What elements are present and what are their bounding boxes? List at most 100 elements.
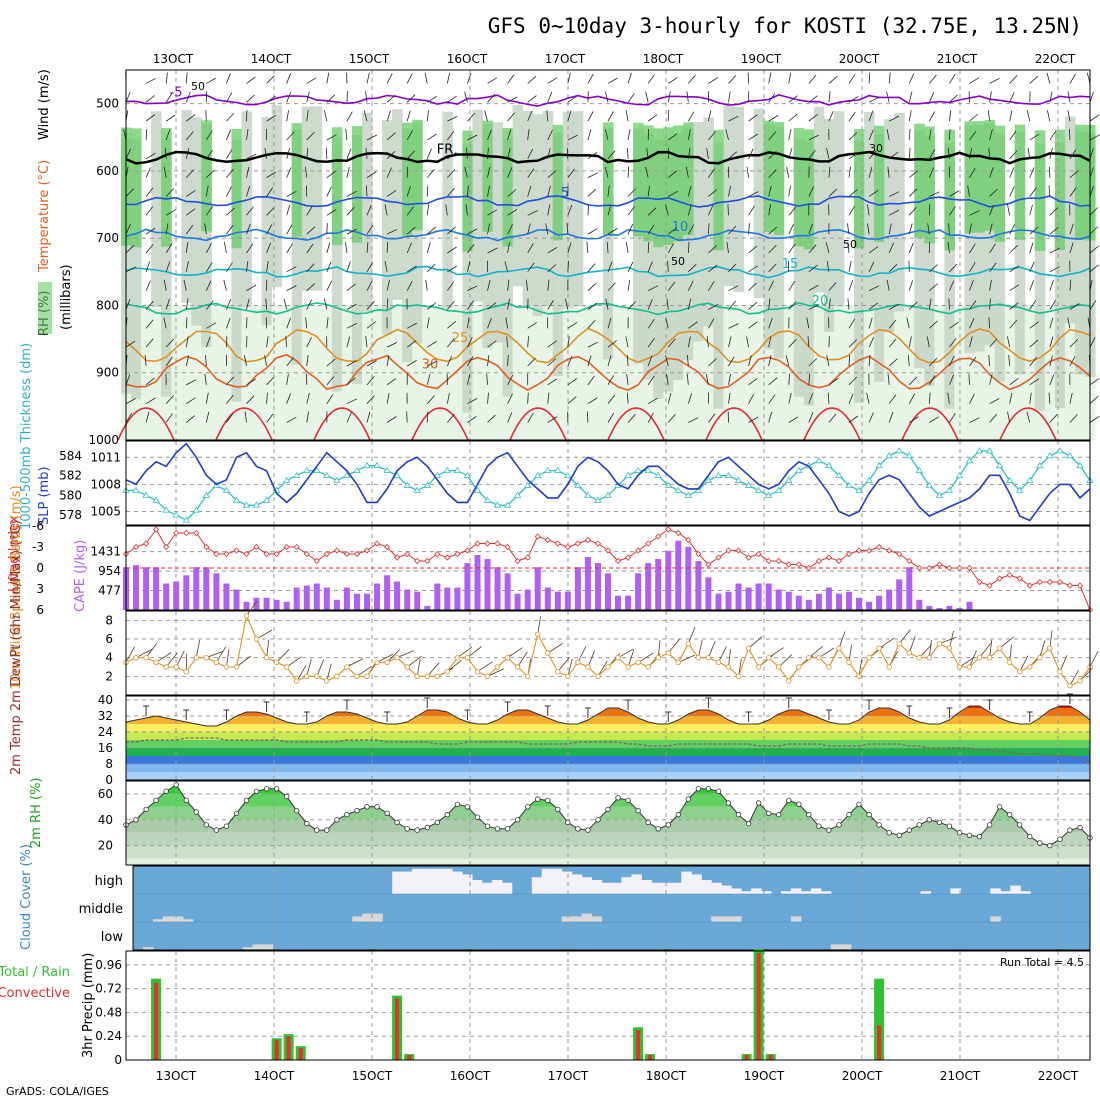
wind-speed-marker (454, 655, 461, 661)
wind-barb (447, 338, 455, 348)
wind-barb (467, 300, 475, 310)
temperature-contour-label: FR (437, 142, 454, 157)
wind-barb (567, 204, 573, 216)
wind-barb (908, 128, 911, 140)
wind-speed-marker (996, 645, 1003, 651)
wind-barb (746, 336, 749, 348)
wind-barb (507, 647, 523, 658)
wind-speed-marker (384, 659, 390, 665)
wind-barb (326, 261, 332, 272)
wind-barb (326, 376, 335, 386)
wind-speed-marker (856, 673, 862, 679)
wind-barb (426, 395, 435, 404)
wind-barb (678, 654, 695, 663)
wind-barb (908, 73, 915, 84)
wind-barb (345, 242, 348, 254)
wind-barb (828, 378, 839, 386)
wind-barb (386, 392, 390, 404)
bottom-date-label: 18OCT (646, 1069, 687, 1083)
li-marker (986, 582, 993, 589)
wind-barb (185, 415, 196, 423)
cape-bar (384, 575, 391, 610)
wind-barb (1029, 167, 1035, 178)
li-marker (524, 554, 531, 561)
temperature-contour-label: 5 (561, 186, 569, 201)
pressure-axis-label: (millibars) (59, 264, 74, 330)
wind-barb (223, 279, 227, 291)
wind-barb (768, 244, 777, 254)
wind-barb (888, 412, 894, 423)
rh-marker (705, 786, 712, 792)
rh-fill-cell (512, 104, 524, 287)
slp-background (126, 441, 1090, 525)
wind-barb (908, 206, 917, 216)
wind-barb (165, 72, 168, 84)
wind-barb (627, 129, 631, 141)
cloud-cell (741, 891, 752, 894)
li-marker (554, 540, 561, 547)
rh-fill-cell (542, 111, 554, 307)
wind-barb (285, 336, 288, 348)
rh-fill-cell (984, 305, 996, 440)
wind-barb (848, 166, 851, 178)
wind-barb (356, 665, 373, 677)
precip-convective-bar (648, 1055, 653, 1060)
wind-barb (326, 358, 336, 367)
wind-barb (186, 379, 197, 386)
wind-barb (969, 223, 972, 235)
wind-speed-marker (1007, 659, 1013, 665)
thickness-marker (142, 491, 150, 498)
wind-barb (286, 393, 291, 404)
wind-barb (607, 282, 616, 291)
slp-tick-label: 1008 (90, 477, 121, 491)
wind-speed-marker (414, 673, 420, 679)
wind-barb (989, 223, 993, 235)
wind-barb (145, 377, 155, 386)
wind-barb (286, 243, 293, 254)
wind-barb (165, 223, 169, 235)
wind-barb (969, 417, 980, 423)
wind-barb (868, 150, 877, 160)
rh-fill-cell (201, 120, 212, 232)
thickness-marker (483, 496, 492, 503)
wind-barb (226, 112, 235, 122)
cape-bar (725, 591, 732, 610)
wind-barb (486, 373, 488, 385)
cape-bar (464, 563, 471, 610)
cloud-cell (950, 888, 961, 894)
wind-barb (788, 72, 792, 84)
wind-barb (246, 94, 255, 103)
wind-barb (246, 153, 257, 160)
wind-barb (1069, 414, 1078, 423)
wind-barb (748, 223, 750, 235)
cloud-cell (372, 913, 383, 922)
rh-fill-cell (783, 305, 795, 440)
wind-barb (969, 167, 976, 178)
rh-fill-cell (653, 128, 664, 248)
cloud-cell (781, 891, 792, 894)
rh-fill-cell (653, 139, 664, 399)
rh-marker (846, 811, 852, 818)
rh-fill-cell (713, 142, 724, 409)
wind-barb (226, 262, 233, 273)
wind-speed-marker (585, 664, 591, 670)
rh-fill-cell (924, 135, 935, 387)
wind-barb (305, 166, 308, 178)
wind-barb (969, 130, 977, 141)
temperature-contour (411, 407, 469, 441)
wind-barb (949, 110, 952, 122)
wind-barb (908, 376, 918, 386)
cloud-cell (990, 888, 1001, 894)
li-marker (785, 561, 792, 568)
pressure-tick-label: 600 (96, 164, 119, 178)
cloud-cell (471, 880, 483, 894)
wind-background (126, 611, 1090, 695)
thickness-marker (423, 481, 432, 488)
wind-barb (487, 129, 492, 141)
thickness-marker (202, 491, 211, 498)
wind-barb (686, 373, 689, 385)
wind-barb (848, 74, 856, 84)
wind-barb (527, 75, 537, 84)
wind-barb (1089, 245, 1099, 254)
cape-bar (524, 589, 531, 610)
